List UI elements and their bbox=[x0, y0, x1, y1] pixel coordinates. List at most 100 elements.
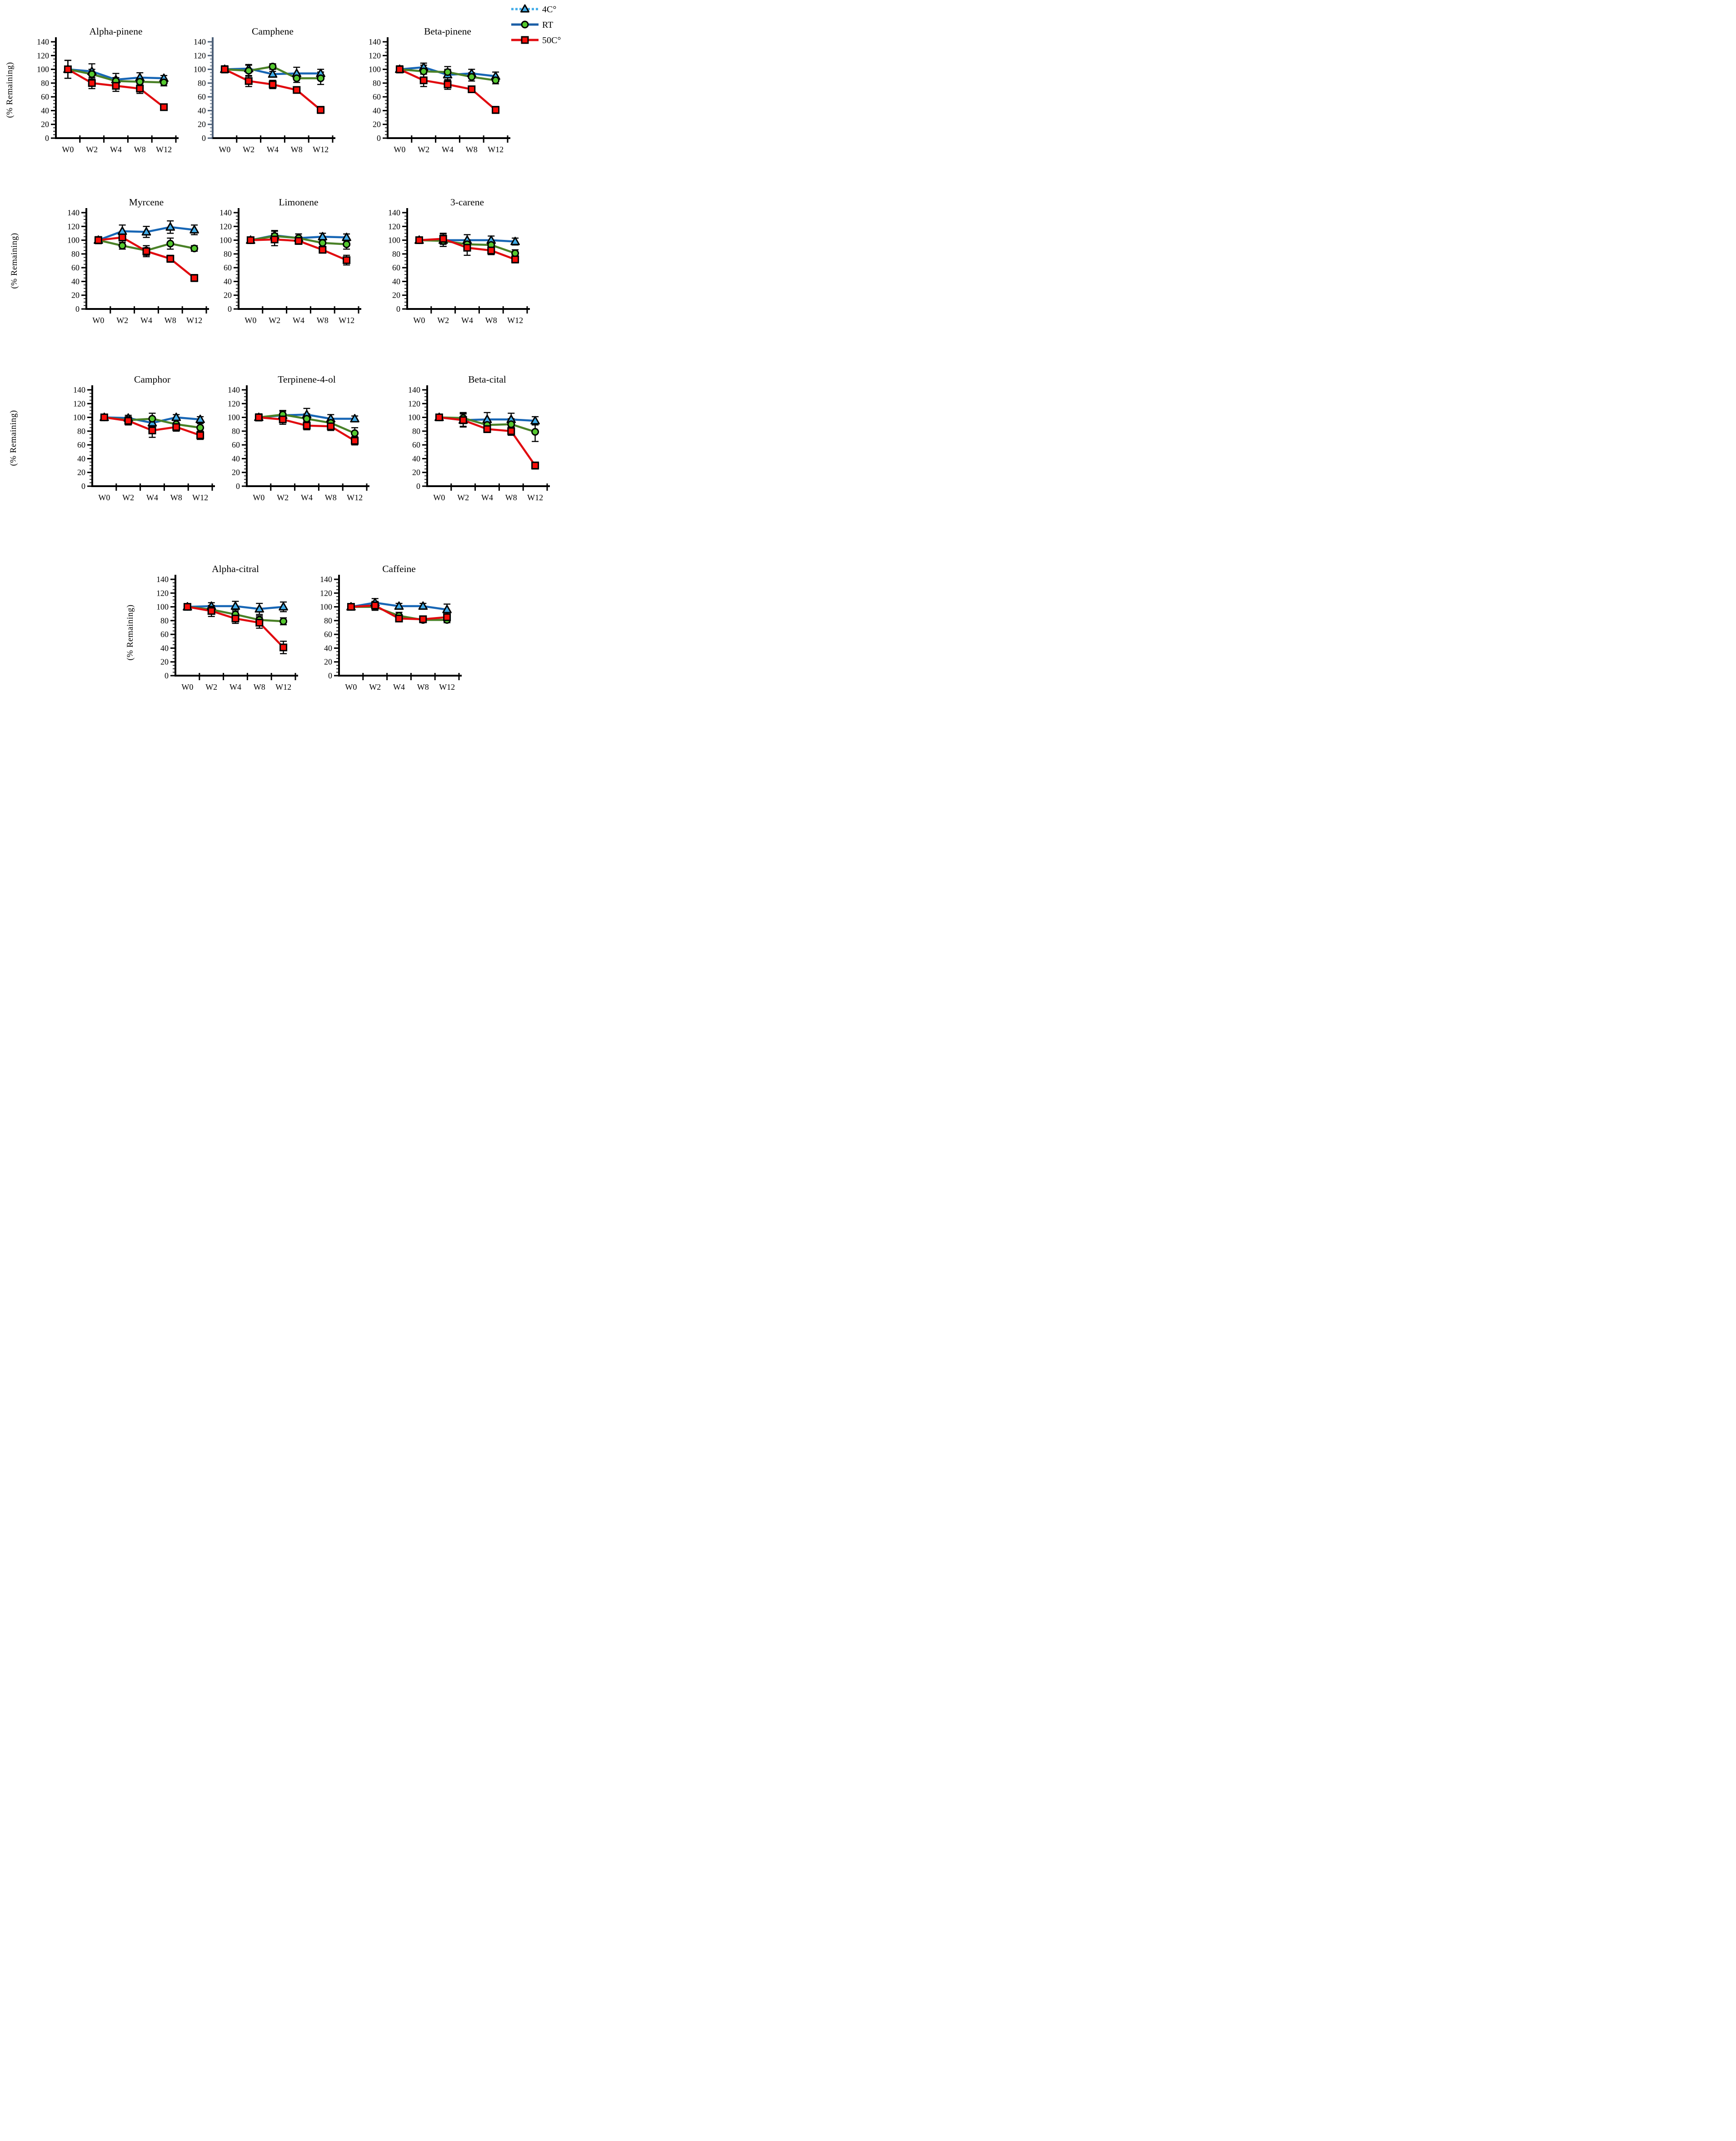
series-markers-50c- bbox=[94, 234, 199, 282]
y-axis-title-row2: (% Remaining) bbox=[10, 233, 19, 289]
x-tick-label: W4 bbox=[301, 493, 313, 502]
circle-marker bbox=[419, 67, 428, 75]
legend-item-rt: RT bbox=[511, 20, 553, 30]
x-tick-label: W0 bbox=[219, 145, 230, 154]
y-tick-label: 140 bbox=[228, 385, 240, 394]
y-tick-label: 40 bbox=[373, 106, 381, 115]
chart-beta-cital: Beta-cital 0 20 40 60 80 100 120 140 W0 W2 W4 W8 W12 bbox=[408, 374, 550, 502]
circle-marker bbox=[507, 420, 515, 428]
circle-marker bbox=[244, 67, 253, 75]
x-tick-label: W4 bbox=[267, 145, 279, 154]
y-tick-label: 0 bbox=[165, 671, 169, 680]
series-markers-50c- bbox=[220, 65, 325, 114]
x-tick-label: W2 bbox=[457, 493, 469, 502]
y-tick-label: 100 bbox=[73, 413, 85, 422]
y-tick-label: 0 bbox=[75, 304, 80, 314]
y-tick-label: 120 bbox=[219, 222, 232, 231]
y-tick-label: 60 bbox=[392, 263, 400, 272]
chart-title: Beta-cital bbox=[468, 374, 506, 385]
square-marker bbox=[419, 76, 428, 85]
series-markers-50c- bbox=[183, 603, 288, 652]
square-marker bbox=[487, 246, 495, 254]
y-tick-label: 140 bbox=[388, 208, 400, 217]
square-marker bbox=[459, 416, 467, 424]
triangle-marker bbox=[279, 602, 288, 611]
x-tick-label: W4 bbox=[442, 145, 454, 154]
x-tick-label: W2 bbox=[243, 145, 254, 154]
axes: 0 20 40 60 80 100 120 140 W0 W2 W4 W8 W12 bbox=[194, 37, 335, 154]
y-tick-label: 40 bbox=[41, 106, 49, 115]
square-marker bbox=[463, 244, 471, 252]
triangle-marker bbox=[190, 225, 199, 234]
x-tick-label: W0 bbox=[394, 145, 405, 154]
chart-title: Alpha-citral bbox=[212, 563, 259, 574]
y-tick-label: 80 bbox=[324, 616, 332, 625]
chart-panel-camphene: Camphene 0 20 40 60 80 100 120 140 W0 W2 W4 W8 W12 bbox=[177, 24, 336, 176]
y-tick-label: 100 bbox=[408, 413, 420, 422]
y-tick-label: 120 bbox=[388, 222, 400, 231]
y-tick-label: 80 bbox=[71, 249, 80, 259]
chart-alpha-pinene: Alpha-pinene 0 20 40 60 80 100 120 140 W0 W2 W4 W8 W1… bbox=[37, 26, 179, 154]
circle-marker bbox=[293, 74, 301, 82]
legend: 4C° RT 50C° bbox=[510, 3, 579, 49]
error-bars-50c- bbox=[95, 232, 198, 282]
x-tick-label: W4 bbox=[140, 316, 152, 325]
triangle-marker bbox=[350, 414, 359, 423]
x-tick-label: W0 bbox=[244, 316, 256, 325]
square-marker bbox=[444, 80, 452, 89]
y-tick-label: 80 bbox=[41, 79, 49, 88]
y-tick-label: 120 bbox=[408, 399, 420, 408]
y-tick-label: 20 bbox=[392, 291, 400, 300]
x-tick-label: W8 bbox=[134, 145, 146, 154]
y-tick-label: 0 bbox=[328, 671, 332, 680]
y-tick-label: 60 bbox=[77, 440, 85, 449]
square-marker bbox=[415, 236, 423, 244]
y-tick-label: 120 bbox=[73, 399, 85, 408]
chart-alpha-citral: Alpha-citral 0 20 40 60 80 100 120 140 W0 W2 W4 W8 W1… bbox=[156, 563, 298, 692]
legend-item-50c-: 50C° bbox=[511, 35, 561, 45]
triangle-marker bbox=[520, 4, 529, 13]
triangle-marker bbox=[195, 414, 205, 423]
axes: 0 20 40 60 80 100 120 140 W0 W2 W4 W8 W12 bbox=[37, 37, 179, 154]
y-tick-label: 60 bbox=[412, 440, 420, 449]
circle-marker bbox=[317, 74, 325, 82]
y-tick-label: 120 bbox=[37, 51, 49, 60]
square-marker bbox=[293, 86, 301, 94]
square-marker bbox=[172, 423, 180, 431]
square-marker bbox=[303, 422, 311, 430]
y-tick-label: 80 bbox=[373, 79, 381, 88]
circle-marker bbox=[468, 73, 476, 81]
x-tick-label: W2 bbox=[369, 682, 381, 692]
x-tick-label: W12 bbox=[192, 493, 208, 502]
y-tick-label: 40 bbox=[224, 277, 232, 286]
y-tick-label: 120 bbox=[228, 399, 240, 408]
square-marker bbox=[269, 80, 277, 89]
x-tick-label: W12 bbox=[488, 145, 504, 154]
square-marker bbox=[343, 256, 351, 264]
y-tick-label: 0 bbox=[45, 134, 49, 143]
square-marker bbox=[207, 607, 215, 615]
y-tick-label: 80 bbox=[412, 427, 420, 436]
y-tick-label: 40 bbox=[412, 454, 420, 463]
axes: 0 20 40 60 80 100 120 140 W0 W2 W4 W8 W12 bbox=[369, 37, 510, 154]
y-tick-label: 140 bbox=[73, 385, 85, 394]
x-tick-label: W0 bbox=[253, 493, 264, 502]
square-marker bbox=[148, 426, 156, 434]
chart-panel-3-carene: 3-carene 0 20 40 60 80 100 120 140 W0 W2 W4 W8 W12 bbox=[372, 194, 531, 347]
y-tick-label: 140 bbox=[408, 385, 420, 394]
chart-panel-beta-pinene: Beta-pinene 0 20 40 60 80 100 120 140 W0 W2 W4 W8 W12 bbox=[352, 24, 511, 176]
chart-terpinene-4-ol: Terpinene-4-ol 0 20 40 60 80 100 120 140 W0 W2 W4 W8… bbox=[228, 374, 369, 502]
series-markers-50c- bbox=[100, 413, 205, 439]
square-marker bbox=[483, 425, 491, 433]
y-tick-label: 40 bbox=[77, 454, 85, 463]
y-tick-label: 120 bbox=[369, 51, 381, 60]
y-tick-label: 40 bbox=[160, 643, 169, 652]
y-axis-title-row3: (% Remaining) bbox=[9, 410, 18, 466]
y-tick-label: 0 bbox=[228, 304, 232, 314]
square-marker bbox=[246, 236, 254, 244]
series-markers-50c- bbox=[415, 235, 519, 264]
circle-marker bbox=[531, 428, 539, 436]
y-tick-label: 60 bbox=[232, 440, 240, 449]
triangle-marker bbox=[530, 416, 540, 425]
square-marker bbox=[220, 65, 229, 74]
